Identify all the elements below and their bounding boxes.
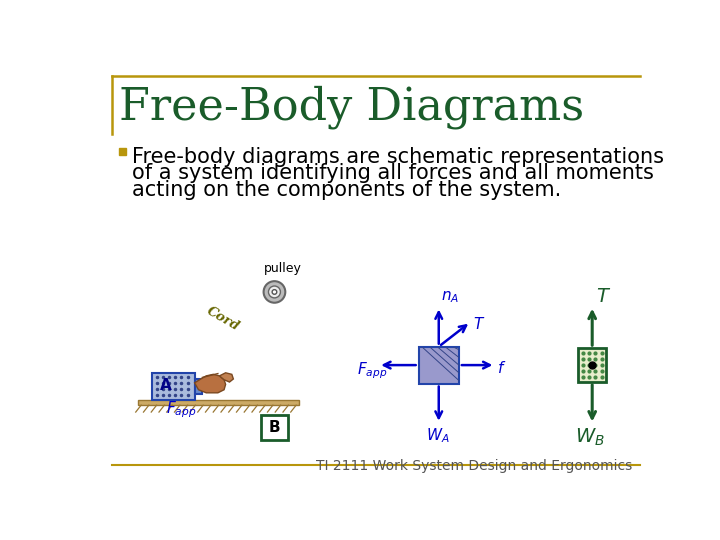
Bar [261, 415, 289, 440]
Text: $T$: $T$ [596, 288, 611, 306]
Text: acting on the components of the system.: acting on the components of the system. [132, 179, 561, 200]
Text: Cord: Cord [204, 305, 242, 334]
Text: B: B [269, 420, 280, 435]
Text: $f$: $f$ [497, 361, 506, 376]
Text: $F_{app}$: $F_{app}$ [356, 361, 387, 381]
Text: of a system identifying all forces and all moments: of a system identifying all forces and a… [132, 164, 654, 184]
Text: TI 2111 Work System Design and Ergonomics: TI 2111 Work System Design and Ergonomic… [316, 459, 632, 473]
Circle shape [272, 289, 276, 294]
Bar [194, 379, 202, 394]
Bar [138, 400, 300, 405]
Bar [152, 373, 194, 400]
Text: $W_B$: $W_B$ [575, 427, 605, 448]
Circle shape [269, 286, 280, 298]
Text: $F_{app}$: $F_{app}$ [166, 400, 197, 420]
Bar [418, 347, 459, 383]
Circle shape [264, 281, 285, 303]
Text: Free-Body Diagrams: Free-Body Diagrams [120, 85, 585, 129]
Text: $W_A$: $W_A$ [426, 426, 450, 444]
Bar [120, 148, 127, 155]
Text: $T$: $T$ [473, 315, 485, 332]
Polygon shape [194, 374, 225, 393]
Bar [578, 348, 606, 382]
Text: $n_A$: $n_A$ [441, 289, 459, 305]
Text: A: A [160, 379, 171, 394]
Polygon shape [220, 373, 233, 382]
Text: Free-body diagrams are schematic representations: Free-body diagrams are schematic represe… [132, 147, 664, 167]
Text: pulley: pulley [264, 262, 302, 275]
